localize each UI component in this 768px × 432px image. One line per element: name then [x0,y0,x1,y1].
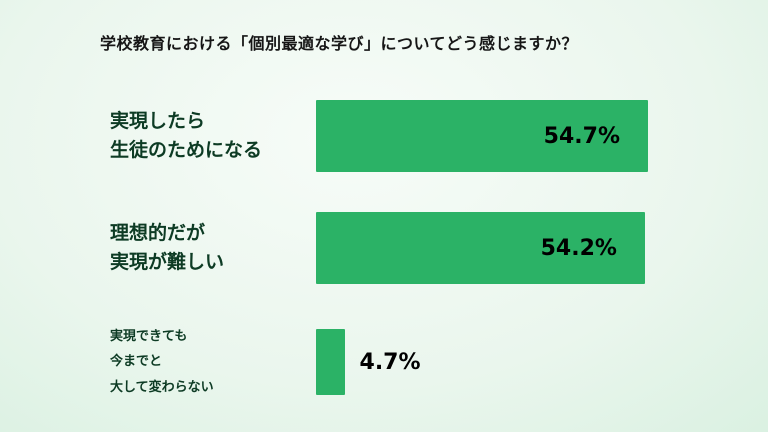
value-label: 54.2% [540,235,617,261]
bar-row: 実現したら 生徒のためになる 54.7% [110,100,648,172]
category-label: 実現したら 生徒のためになる [110,109,263,161]
bar-row: 理想的だが 実現が難しい 54.2% [110,212,648,284]
category-label: 実現できても 今までと 大して変わらない [110,329,214,395]
bar-track: 54.7% [316,100,648,172]
bar-chart: 実現したら 生徒のためになる 54.7% 理想的だが 実現が難しい 54.2% 実現できても… [0,100,768,400]
value-label: 54.7% [543,123,620,149]
bar-track: 4.7% [316,329,648,396]
bar [316,329,345,396]
bar-row: 実現できても 今までと 大して変わらない 4.7% [110,324,648,400]
bar-track: 54.2% [316,212,648,284]
bar: 54.2% [316,212,645,284]
bar: 54.7% [316,100,648,172]
value-label: 4.7% [359,349,421,375]
category-label: 理想的だが 実現が難しい [110,221,225,273]
chart-title: 学校教育における「個別最適な学び」についてどう感じますか？ [100,34,579,53]
